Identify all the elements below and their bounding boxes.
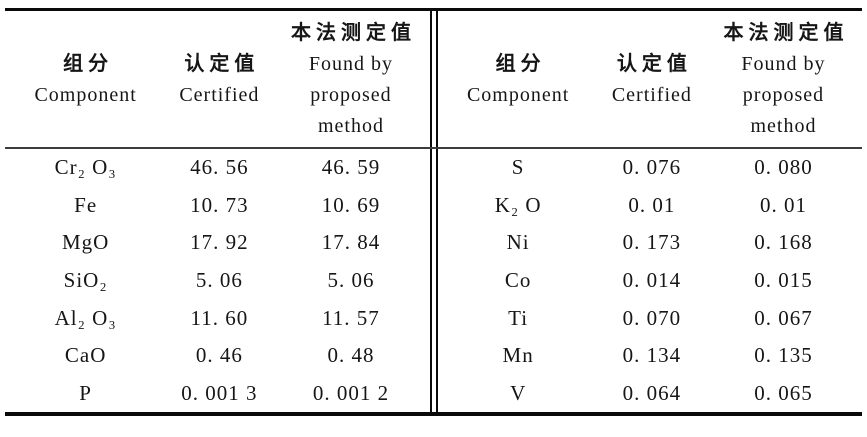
- found-cell: 5. 06: [327, 267, 375, 292]
- component-cell: CaO: [64, 343, 107, 368]
- component-cell: MgO: [61, 230, 110, 255]
- found-cell: 0. 080: [754, 155, 813, 180]
- right-table-body: S 0. 076 0. 080 K₂ O 0. 01 0. 01 Ni 0. 1…: [438, 149, 863, 412]
- found-cell: 0. 001 2: [312, 380, 390, 405]
- left-table-header: 组分 Component 认定值 Certified 本法测定值 Found b…: [5, 11, 430, 149]
- certified-cell: 17. 92: [190, 230, 249, 255]
- certified-cell: 0. 070: [622, 305, 682, 330]
- header-found-zh: 本法测定值: [723, 22, 849, 44]
- header-found-en-1: Found by: [741, 53, 826, 75]
- header-certified-zh: 认定值: [184, 53, 260, 75]
- component-cell: P: [79, 380, 92, 405]
- left-table-body: Cr₂ O₃ 46. 56 46. 59 Fe 10. 73 10. 69 Mg…: [5, 149, 430, 412]
- found-cell: 17. 84: [321, 230, 381, 255]
- found-cell: 0. 168: [754, 230, 813, 255]
- certified-cell: 11. 60: [190, 305, 249, 330]
- component-cell: Ni: [506, 230, 530, 255]
- header-component: 组分 Component: [438, 11, 599, 149]
- certified-cell: 0. 064: [622, 380, 682, 405]
- right-table-panel: 组分 Component 认定值 Certified 本法测定值 Found b…: [438, 11, 863, 412]
- certified-cell: 0. 01: [628, 192, 676, 217]
- header-found-en-2: proposed: [742, 84, 825, 106]
- found-cell: 0. 135: [754, 343, 813, 368]
- certified-cell: 0. 134: [622, 343, 682, 368]
- component-cell: Cr₂ O₃: [54, 155, 117, 180]
- found-cell: 0. 01: [759, 192, 807, 217]
- header-certified: 认定值 Certified: [166, 11, 272, 149]
- header-separator-rule: [5, 147, 862, 149]
- header-component-zh: 组分: [63, 53, 114, 75]
- found-cell: 0. 48: [327, 343, 375, 368]
- found-cell: 46. 59: [321, 155, 381, 180]
- certified-cell: 5. 06: [195, 267, 243, 292]
- header-component: 组分 Component: [5, 11, 166, 149]
- header-certified: 认定值 Certified: [599, 11, 705, 149]
- header-found-en-3: method: [317, 115, 384, 137]
- header-certified-en: Certified: [611, 84, 692, 106]
- certified-cell: 0. 46: [195, 343, 243, 368]
- component-cell: S: [511, 155, 525, 180]
- certified-cell: 0. 014: [622, 267, 682, 292]
- certified-cell: 0. 001 3: [181, 380, 258, 405]
- found-cell: 11. 57: [322, 305, 380, 330]
- header-found-en-2: proposed: [310, 84, 392, 106]
- found-cell: 10. 69: [321, 192, 381, 217]
- certified-cell: 10. 73: [190, 192, 249, 217]
- component-cell: Al₂ O₃: [54, 305, 117, 330]
- component-cell: V: [510, 380, 527, 405]
- header-found-en-1: Found by: [308, 53, 394, 75]
- header-found: 本法测定值 Found by proposed method: [705, 11, 862, 149]
- header-found: 本法测定值 Found by proposed method: [272, 11, 429, 149]
- header-certified-zh: 认定值: [616, 53, 692, 75]
- component-cell: SiO₂: [63, 267, 108, 292]
- header-found-zh: 本法测定值: [290, 22, 416, 44]
- component-cell: Co: [504, 267, 532, 292]
- header-certified-en: Certified: [179, 84, 260, 106]
- component-cell: Mn: [502, 343, 534, 368]
- header-component-en: Component: [466, 84, 570, 106]
- header-component-en: Component: [34, 84, 137, 106]
- left-table-panel: 组分 Component 认定值 Certified 本法测定值 Found b…: [5, 11, 430, 412]
- header-component-zh: 组分: [495, 53, 546, 75]
- right-table-header: 组分 Component 认定值 Certified 本法测定值 Found b…: [438, 11, 863, 149]
- header-found-en-3: method: [750, 115, 817, 137]
- certified-cell: 46. 56: [190, 155, 249, 180]
- found-cell: 0. 067: [754, 305, 813, 330]
- component-cell: Fe: [74, 192, 98, 217]
- double-rule-divider: [429, 11, 438, 412]
- comparison-table: 组分 Component 认定值 Certified 本法测定值 Found b…: [5, 8, 862, 416]
- found-cell: 0. 015: [754, 267, 813, 292]
- component-cell: Ti: [508, 305, 529, 330]
- found-cell: 0. 065: [754, 380, 813, 405]
- certified-cell: 0. 076: [622, 155, 682, 180]
- component-cell: K₂ O: [494, 192, 542, 217]
- certified-cell: 0. 173: [622, 230, 682, 255]
